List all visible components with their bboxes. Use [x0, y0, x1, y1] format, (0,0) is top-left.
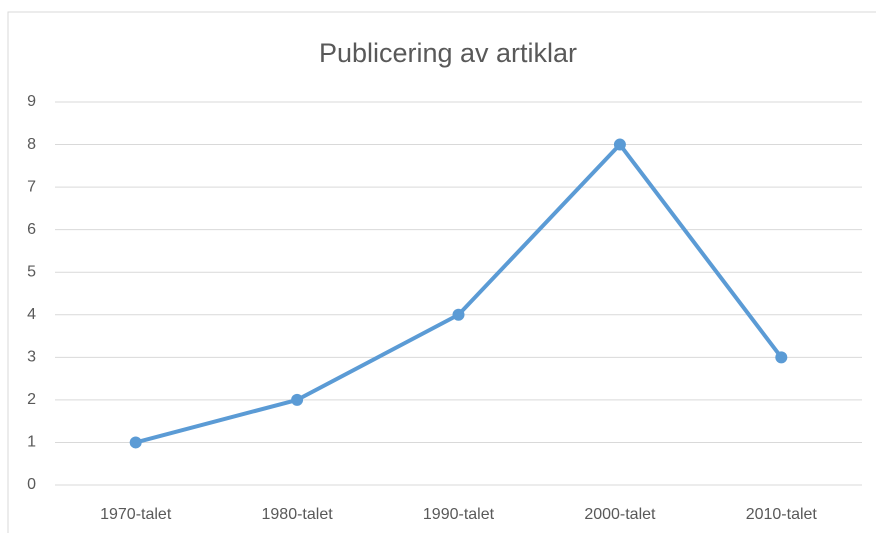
y-tick-label: 9 [27, 93, 36, 110]
marker [775, 351, 788, 364]
y-tick-label: 3 [27, 349, 36, 366]
x-tick-label: 2010-talet [746, 506, 818, 523]
y-tick-label: 7 [27, 178, 36, 195]
y-tick-label: 8 [27, 136, 36, 153]
marker [291, 393, 304, 406]
x-tick-label: 1990-talet [423, 506, 495, 523]
y-tick-label: 6 [27, 221, 36, 238]
marker [613, 138, 626, 151]
chart-title: Publicering av artiklar [319, 38, 577, 68]
y-tick-label: 0 [27, 476, 36, 493]
marker [452, 308, 465, 321]
y-tick-label: 1 [27, 434, 36, 451]
y-tick-label: 5 [27, 263, 36, 280]
line [133, 142, 784, 445]
chart-border [7, 11, 876, 533]
x-tick-label: 1980-talet [262, 506, 334, 523]
x-tick-label: 2000-talet [584, 506, 656, 523]
y-tick-label: 2 [27, 391, 36, 408]
x-tick-label: 1970-talet [100, 506, 172, 523]
y-tick-label: 4 [27, 306, 36, 323]
marker [129, 436, 142, 449]
